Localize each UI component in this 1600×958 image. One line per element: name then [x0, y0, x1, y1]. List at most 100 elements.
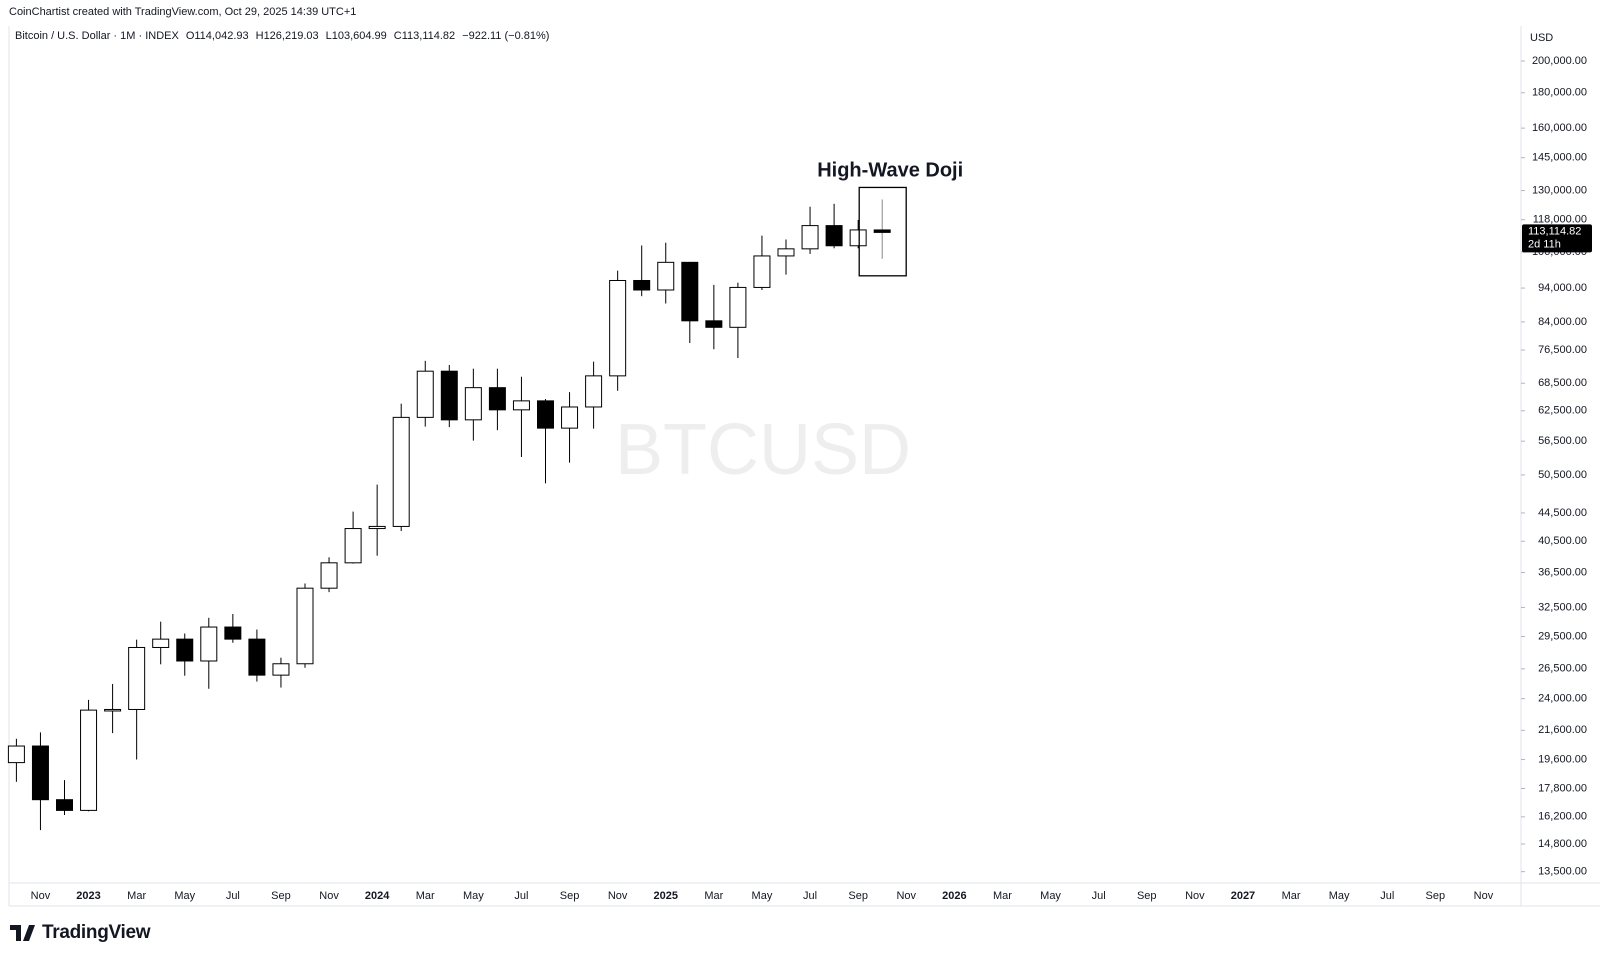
- candle-body: [585, 375, 603, 408]
- candle-body: [392, 416, 410, 527]
- last-price-label: 113,114.82: [1528, 225, 1581, 237]
- x-tick-label: Jul: [514, 890, 528, 902]
- ohlc-value: H126,219.03: [255, 30, 319, 42]
- x-tick-label: Mar: [993, 890, 1012, 902]
- y-tick-label: 50,500.00: [1538, 469, 1587, 481]
- x-tick-label: Nov: [608, 890, 628, 902]
- y-tick-label: 145,000.00: [1532, 152, 1587, 164]
- x-tick-label: Jul: [803, 890, 817, 902]
- candle-body: [272, 663, 290, 676]
- x-tick-label: Nov: [896, 890, 916, 902]
- x-tick-label: Jul: [1380, 890, 1394, 902]
- candle-body: [753, 255, 771, 288]
- candle-body: [537, 400, 554, 429]
- y-tick-label: 118,000.00: [1533, 214, 1587, 226]
- y-tick-label: 68,500.00: [1538, 377, 1587, 389]
- ohlc-value: C113,114.82: [393, 30, 456, 42]
- y-tick-label: 29,500.00: [1538, 630, 1587, 642]
- y-tick-label: 56,500.00: [1538, 435, 1587, 447]
- candle-body: [488, 387, 506, 411]
- brand-logo: TradingView: [10, 922, 151, 944]
- x-tick-label: Sep: [1137, 890, 1157, 902]
- x-tick-label: 2026: [942, 890, 966, 902]
- annotation-label: High-Wave Doji: [817, 160, 963, 182]
- x-tick-label: Nov: [31, 890, 51, 902]
- candle-body: [873, 229, 891, 233]
- annotation-box: [858, 186, 907, 277]
- candle-body: [296, 587, 314, 665]
- y-tick-label: 14,800.00: [1538, 838, 1587, 850]
- candle-body: [200, 626, 218, 662]
- candle-body: [633, 279, 651, 291]
- candle-body: [368, 525, 386, 530]
- y-tick-label: 62,500.00: [1538, 405, 1587, 417]
- x-tick-label: Mar: [704, 890, 723, 902]
- x-tick-label: 2027: [1231, 890, 1255, 902]
- x-tick-label: Sep: [1426, 890, 1446, 902]
- candle-body: [176, 638, 194, 662]
- x-tick-label: May: [1329, 890, 1350, 902]
- x-tick-label: Sep: [271, 890, 291, 902]
- y-tick-label: 26,500.00: [1538, 663, 1587, 675]
- x-tick-label: Sep: [848, 890, 868, 902]
- y-tick-label: 19,600.00: [1538, 753, 1587, 765]
- y-tick-label: 130,000.00: [1532, 184, 1587, 196]
- y-tick-label: 94,000.00: [1538, 282, 1587, 294]
- x-tick-label: May: [174, 890, 195, 902]
- x-tick-label: Nov: [1185, 890, 1205, 902]
- y-tick-label: 84,000.00: [1538, 316, 1587, 328]
- candle-body: [56, 799, 73, 811]
- brand-icon: [10, 925, 35, 941]
- x-tick-label: Nov: [319, 890, 339, 902]
- candle-body: [80, 709, 98, 811]
- x-tick-label: Mar: [416, 890, 435, 902]
- x-tick-label: 2023: [76, 890, 100, 902]
- candle-body: [512, 400, 530, 411]
- candle-body: [825, 225, 843, 247]
- x-tick-label: 2025: [654, 890, 678, 902]
- candle-body: [561, 406, 579, 429]
- candle-body: [681, 261, 699, 322]
- y-axis-unit: USD: [1530, 32, 1553, 44]
- y-tick-label: 160,000.00: [1532, 122, 1587, 134]
- y-tick-label: 16,200.00: [1538, 811, 1587, 823]
- candle-body: [344, 528, 362, 564]
- y-tick-label: 40,500.00: [1538, 535, 1587, 547]
- countdown: 2d 11h: [1528, 238, 1561, 250]
- y-tick-label: 180,000.00: [1532, 87, 1587, 99]
- candle-body: [440, 370, 458, 421]
- candle-body: [152, 638, 170, 648]
- candle-body: [416, 370, 434, 418]
- candle-body: [248, 638, 266, 676]
- y-tick-label: 21,600.00: [1538, 724, 1587, 736]
- candle-body: [657, 261, 675, 291]
- candle-body: [128, 646, 146, 710]
- ohlc-value: L103,604.99: [325, 30, 387, 42]
- x-tick-label: Jul: [226, 890, 240, 902]
- y-tick-label: 24,000.00: [1538, 693, 1587, 705]
- candle-body: [224, 626, 242, 640]
- x-tick-label: Nov: [1474, 890, 1494, 902]
- chart: BTCUSD USD 200,000.00 180,000.00 160,000.0…: [7, 26, 1600, 907]
- candle-body: [31, 745, 49, 801]
- candle-body: [777, 248, 795, 257]
- x-tick-label: Mar: [1282, 890, 1301, 902]
- candle-body: [729, 286, 747, 328]
- ohlc-value: −922.11 (−0.81%): [462, 30, 550, 42]
- watermark: BTCUSD: [615, 410, 911, 490]
- candle-body: [104, 708, 122, 712]
- candle-body: [320, 562, 338, 589]
- x-tick-label: May: [1040, 890, 1061, 902]
- x-tick-label: Sep: [560, 890, 580, 902]
- x-tick-label: 2024: [365, 890, 390, 902]
- y-tick-label: 36,500.00: [1538, 566, 1587, 578]
- candle-body: [849, 229, 867, 247]
- x-tick-label: May: [752, 890, 773, 902]
- y-tick-label: 44,500.00: [1538, 507, 1587, 519]
- y-tick-label: 17,800.00: [1538, 782, 1587, 794]
- x-tick-label: Jul: [1092, 890, 1106, 902]
- legend: Bitcoin / U.S. Dollar · 1M · INDEX O114,…: [15, 30, 549, 42]
- candle-body: [464, 387, 482, 421]
- candle-body: [7, 745, 25, 764]
